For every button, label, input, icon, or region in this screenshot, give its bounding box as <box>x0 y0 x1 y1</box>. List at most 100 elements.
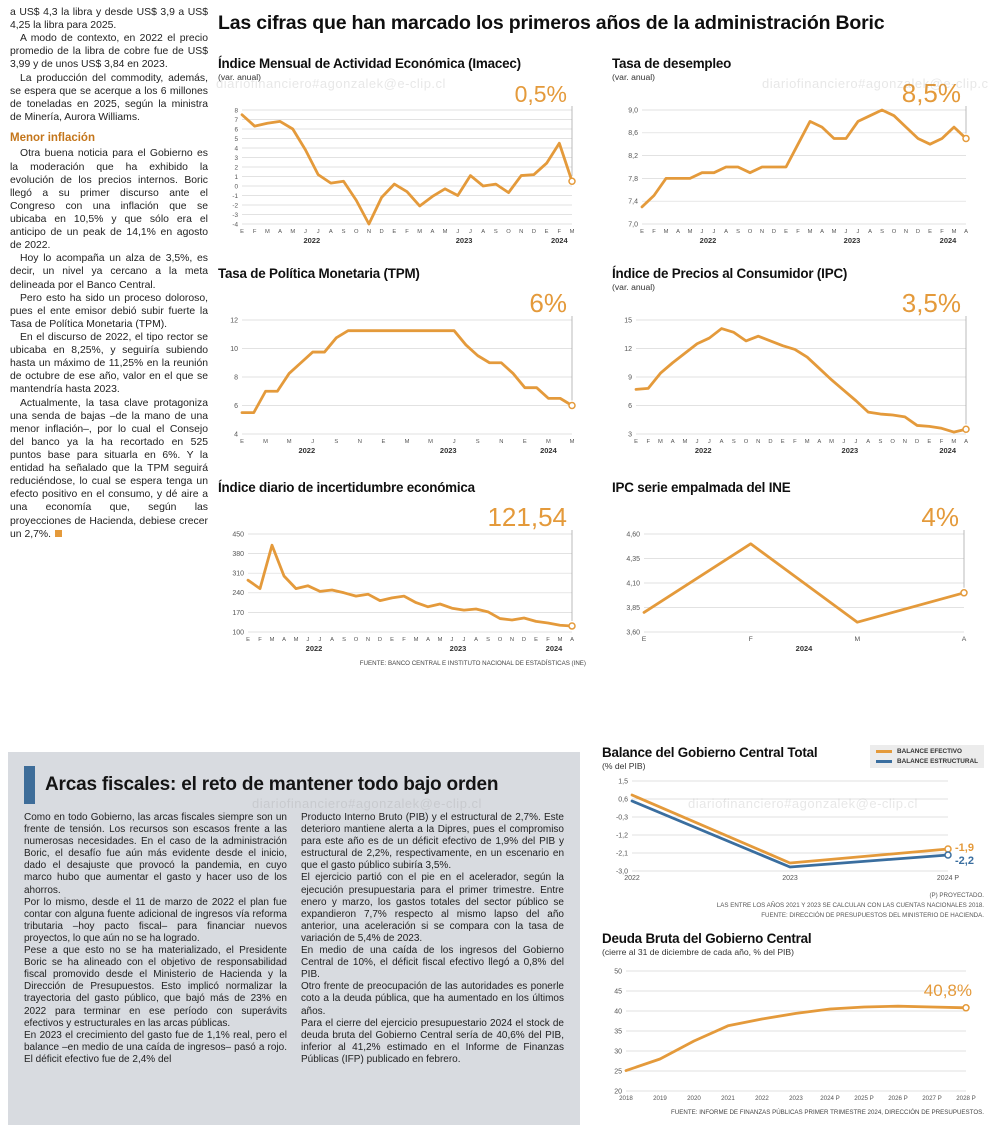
svg-text:-2: -2 <box>232 202 238 209</box>
svg-text:2024: 2024 <box>551 236 569 245</box>
paragraph: Actualmente, la tasa clave protagoniza u… <box>10 397 208 540</box>
svg-text:45: 45 <box>614 988 622 995</box>
svg-text:2025 P: 2025 P <box>854 1095 874 1102</box>
svg-text:2023: 2023 <box>842 446 859 455</box>
tpm-line-chart: 12 10 8 6 4 E M M J S N E M M J S N E M M 2022 2023 2024 6% <box>218 288 586 460</box>
svg-text:S: S <box>880 229 884 235</box>
svg-text:N: N <box>756 439 760 445</box>
svg-text:450: 450 <box>232 531 244 538</box>
chart-card-ipc: Índice de Precios al Consumidor (IPC) (v… <box>612 266 980 460</box>
svg-text:M: M <box>263 439 268 445</box>
svg-text:D: D <box>915 439 919 445</box>
svg-text:A: A <box>817 439 821 445</box>
svg-text:-2,2: -2,2 <box>955 855 974 867</box>
svg-text:2022: 2022 <box>298 446 315 455</box>
chart-title: Índice Mensual de Actividad Económica (I… <box>218 56 521 71</box>
svg-text:2023: 2023 <box>440 446 457 455</box>
svg-text:2024: 2024 <box>796 644 814 653</box>
legend-item-efectivo: BALANCE EFECTIVO <box>876 748 978 755</box>
svg-text:J: J <box>319 637 322 643</box>
svg-text:M: M <box>570 229 575 235</box>
svg-text:A: A <box>720 439 724 445</box>
svg-text:O: O <box>506 229 511 235</box>
svg-text:3: 3 <box>234 155 238 162</box>
legend-label: BALANCE EFECTIVO <box>897 748 963 755</box>
svg-text:2024 P: 2024 P <box>820 1095 840 1102</box>
headline-accent-bar <box>24 766 35 804</box>
svg-text:7,4: 7,4 <box>628 199 638 206</box>
fiscal-headline-row: Arcas fiscales: el reto de mantener todo… <box>24 766 564 804</box>
svg-text:2: 2 <box>234 164 238 171</box>
svg-text:240: 240 <box>232 590 244 597</box>
balance-legend: BALANCE EFECTIVO BALANCE ESTRUCTURAL <box>870 745 984 768</box>
svg-text:E: E <box>640 229 644 235</box>
paragraph: Producto Interno Bruto (PIB) y el estruc… <box>301 812 564 872</box>
svg-text:E: E <box>642 636 647 643</box>
svg-text:2022: 2022 <box>755 1095 769 1102</box>
svg-text:12: 12 <box>230 317 238 324</box>
svg-text:2020: 2020 <box>687 1095 701 1102</box>
svg-text:O: O <box>744 439 749 445</box>
svg-text:S: S <box>342 229 346 235</box>
imacec-line-chart: 8 7 6 5 4 3 2 1 0 -1 -2 -3 -4 E F M A M J J A S O N D E F M A M J J A S O N… <box>218 81 586 250</box>
paragraph: Como en todo Gobierno, las arcas fiscale… <box>24 812 287 896</box>
svg-text:8,5%: 8,5% <box>902 82 961 108</box>
svg-text:D: D <box>532 229 536 235</box>
svg-text:0,5%: 0,5% <box>515 82 567 107</box>
chart-subtitle <box>218 496 586 506</box>
svg-text:E: E <box>390 637 394 643</box>
chart-card-desempleo: Tasa de desempleo (var. anual) 9,0 8,6 8,2… <box>612 56 980 250</box>
svg-text:0,6: 0,6 <box>618 796 628 803</box>
svg-text:2023: 2023 <box>844 236 861 245</box>
svg-text:A: A <box>866 439 870 445</box>
svg-text:M: M <box>808 229 813 235</box>
article-paragraphs-top: a US$ 4,3 la libra y desde US$ 3,9 a US$… <box>10 6 208 124</box>
svg-text:121,54: 121,54 <box>487 506 567 532</box>
svg-text:M: M <box>664 229 669 235</box>
svg-text:100: 100 <box>232 629 244 636</box>
svg-text:N: N <box>366 637 370 643</box>
svg-text:S: S <box>476 439 480 445</box>
svg-text:J: J <box>855 439 858 445</box>
svg-text:2022: 2022 <box>624 875 640 882</box>
svg-text:A: A <box>282 637 286 643</box>
chart-subtitle: (% del PIB) <box>602 761 646 771</box>
balance-chart-block: Balance del Gobierno Central Total (% de… <box>602 745 984 921</box>
svg-text:2026 P: 2026 P <box>888 1095 908 1102</box>
svg-text:3,5%: 3,5% <box>902 292 961 318</box>
chart-subtitle: (var. anual) <box>218 72 261 82</box>
svg-text:M: M <box>290 229 295 235</box>
svg-text:2023: 2023 <box>456 236 473 245</box>
svg-text:M: M <box>570 439 575 445</box>
svg-text:M: M <box>270 637 275 643</box>
svg-text:15: 15 <box>624 317 632 324</box>
svg-text:4: 4 <box>234 145 238 152</box>
svg-text:F: F <box>646 439 650 445</box>
svg-text:J: J <box>463 637 466 643</box>
chart-title: Tasa de Política Monetaria (TPM) <box>218 266 420 281</box>
svg-text:E: E <box>545 229 549 235</box>
svg-text:A: A <box>430 229 434 235</box>
svg-text:2022: 2022 <box>303 236 320 245</box>
svg-text:M: M <box>829 439 834 445</box>
svg-text:E: E <box>392 229 396 235</box>
svg-text:J: J <box>842 439 845 445</box>
svg-text:D: D <box>522 637 526 643</box>
svg-text:F: F <box>258 637 262 643</box>
svg-text:A: A <box>570 637 574 643</box>
svg-text:-1: -1 <box>232 193 238 200</box>
svg-text:3,60: 3,60 <box>626 629 640 636</box>
svg-text:S: S <box>334 439 338 445</box>
svg-text:-1,2: -1,2 <box>616 832 628 839</box>
svg-text:M: M <box>405 439 410 445</box>
svg-text:D: D <box>916 229 920 235</box>
svg-text:M: M <box>832 229 837 235</box>
svg-text:M: M <box>294 637 299 643</box>
svg-text:J: J <box>456 229 459 235</box>
svg-text:5: 5 <box>234 136 238 143</box>
fiscal-article-box: Arcas fiscales: el reto de mantener todo… <box>8 752 580 1125</box>
svg-text:10: 10 <box>230 346 238 353</box>
svg-text:S: S <box>486 637 490 643</box>
svg-text:7: 7 <box>234 117 238 124</box>
